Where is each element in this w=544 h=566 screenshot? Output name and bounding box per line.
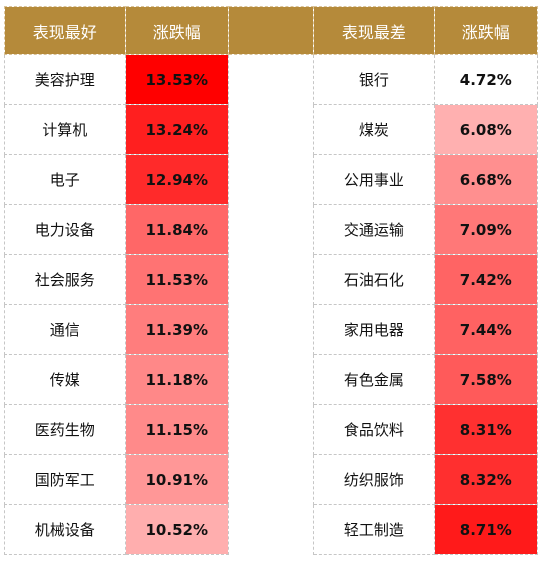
table-row: 计算机 13.24% 煤炭 6.08% (4, 104, 539, 155)
best-industry-name: 国防军工 (4, 454, 126, 505)
table-row: 国防军工 10.91% 纺织服饰 8.32% (4, 454, 539, 505)
worst-industry-change: 7.42% (433, 254, 539, 305)
best-industry-change: 12.94% (124, 154, 229, 205)
best-change-header: 涨跌幅 (124, 6, 229, 55)
worst-industry-name: 家用电器 (313, 304, 435, 355)
table-row: 医药生物 11.15% 食品饮料 8.31% (4, 404, 539, 455)
table-row: 电力设备 11.84% 交通运输 7.09% (4, 204, 539, 255)
worst-industry-change: 7.44% (433, 304, 539, 355)
worst-industry-change: 8.32% (433, 454, 539, 505)
table-row: 电子 12.94% 公用事业 6.68% (4, 154, 539, 205)
column-spacer (227, 154, 315, 205)
worst-industry-change: 7.58% (433, 354, 539, 405)
worst-industry-change: 6.68% (433, 154, 539, 205)
table-row: 通信 11.39% 家用电器 7.44% (4, 304, 539, 355)
best-industry-change: 11.84% (124, 204, 229, 255)
worst-industry-change: 8.31% (433, 404, 539, 455)
worst-industry-name: 银行 (313, 54, 435, 105)
best-industry-name: 计算机 (4, 104, 126, 155)
worst-industry-change: 8.71% (433, 504, 539, 555)
table-row: 机械设备 10.52% 轻工制造 8.71% (4, 504, 539, 555)
header-spacer (227, 6, 315, 55)
worst-change-header: 涨跌幅 (433, 6, 539, 55)
worst-industry-name: 石油石化 (313, 254, 435, 305)
worst-industry-name: 轻工制造 (313, 504, 435, 555)
worst-industry-name: 煤炭 (313, 104, 435, 155)
table-row: 社会服务 11.53% 石油石化 7.42% (4, 254, 539, 305)
worst-industry-name: 食品饮料 (313, 404, 435, 455)
best-industry-name: 传媒 (4, 354, 126, 405)
table-row: 美容护理 13.53% 银行 4.72% (4, 54, 539, 105)
best-industry-name: 美容护理 (4, 54, 126, 105)
worst-industry-name: 交通运输 (313, 204, 435, 255)
best-industry-name: 电力设备 (4, 204, 126, 255)
header-row: 表现最好 涨跌幅 表现最差 涨跌幅 (4, 6, 539, 55)
best-industry-change: 13.24% (124, 104, 229, 155)
best-industry-change: 11.15% (124, 404, 229, 455)
column-spacer (227, 204, 315, 255)
best-industry-name: 社会服务 (4, 254, 126, 305)
column-spacer (227, 454, 315, 505)
column-spacer (227, 54, 315, 105)
best-industry-name: 医药生物 (4, 404, 126, 455)
best-industry-name: 机械设备 (4, 504, 126, 555)
worst-name-header: 表现最差 (313, 6, 435, 55)
worst-industry-name: 有色金属 (313, 354, 435, 405)
worst-industry-change: 7.09% (433, 204, 539, 255)
best-industry-name: 电子 (4, 154, 126, 205)
column-spacer (227, 254, 315, 305)
worst-industry-change: 4.72% (433, 54, 539, 105)
best-name-header: 表现最好 (4, 6, 126, 55)
column-spacer (227, 504, 315, 555)
table-row: 传媒 11.18% 有色金属 7.58% (4, 354, 539, 405)
best-industry-change: 11.53% (124, 254, 229, 305)
best-industry-change: 13.53% (124, 54, 229, 105)
column-spacer (227, 404, 315, 455)
best-industry-name: 通信 (4, 304, 126, 355)
column-spacer (227, 104, 315, 155)
best-industry-change: 11.18% (124, 354, 229, 405)
worst-industry-name: 公用事业 (313, 154, 435, 205)
column-spacer (227, 354, 315, 405)
best-industry-change: 11.39% (124, 304, 229, 355)
column-spacer (227, 304, 315, 355)
worst-industry-change: 6.08% (433, 104, 539, 155)
best-industry-change: 10.91% (124, 454, 229, 505)
best-industry-change: 10.52% (124, 504, 229, 555)
worst-industry-name: 纺织服饰 (313, 454, 435, 505)
industry-performance-table: 表现最好 涨跌幅 表现最差 涨跌幅 美容护理 13.53% 银行 4.72% 计… (4, 6, 539, 555)
